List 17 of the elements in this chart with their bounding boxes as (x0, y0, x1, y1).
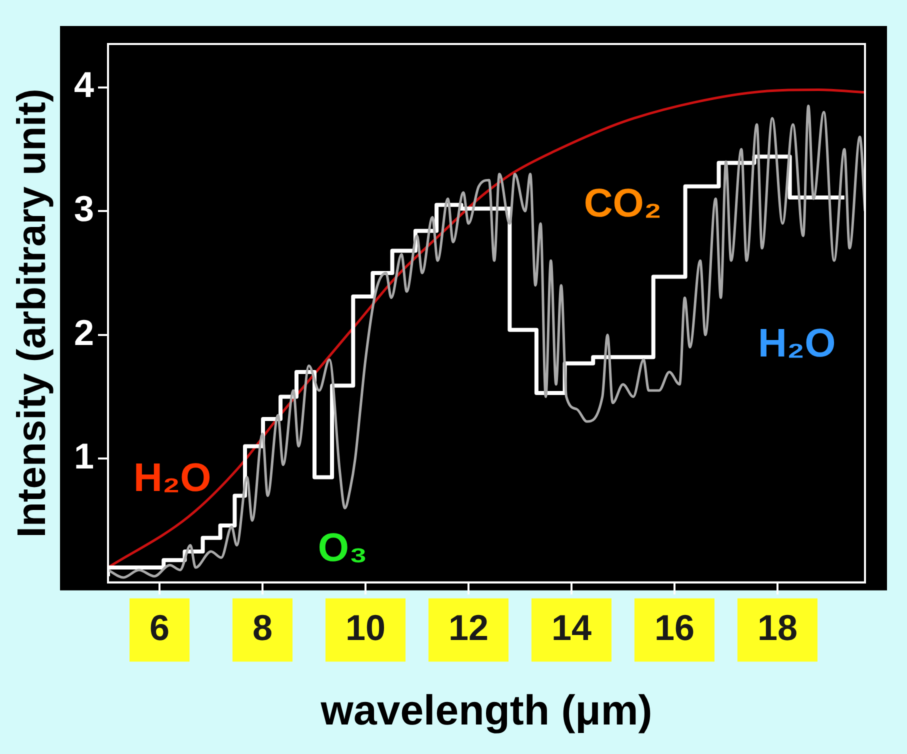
y-tick-label: 3 (74, 188, 94, 230)
annotation: H₂O (758, 322, 836, 366)
x-tick-label: 12 (448, 606, 489, 648)
y-tick-label: 4 (74, 64, 94, 106)
x-axis-title: wavelength (μm) (320, 686, 652, 734)
x-tick-label: 6 (150, 606, 170, 648)
x-tick-label: 8 (252, 606, 273, 648)
annotation: CO₂ (584, 182, 662, 226)
x-tick-label: 16 (654, 606, 694, 648)
x-tick-label: 10 (345, 606, 386, 648)
annotation: O₃ (318, 526, 368, 570)
annotation: H₂O (133, 456, 212, 500)
y-axis-title: Intensity (arbitrary unit) (10, 88, 54, 538)
x-tick-label: 18 (757, 606, 798, 648)
x-tick-label: 14 (551, 606, 592, 648)
y-tick-label: 1 (74, 436, 94, 477)
y-tick-label: 2 (74, 312, 94, 353)
